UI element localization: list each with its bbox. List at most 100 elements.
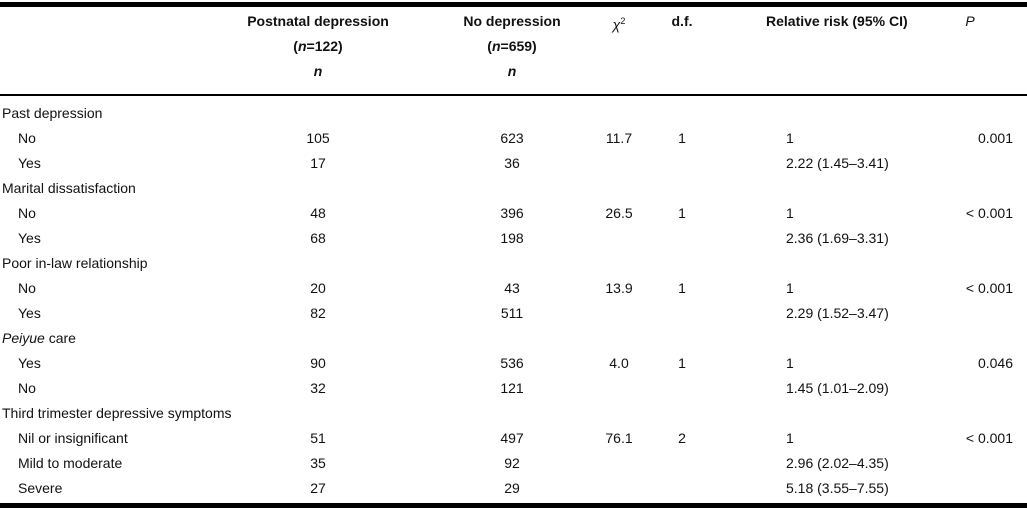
cell-relative-risk: 1 <box>786 130 794 146</box>
cell-postnatal-n: 82 <box>310 305 326 321</box>
cell-p: < 0.001 <box>965 205 1013 221</box>
table-row: Mild to moderate 35 92 2.96 (2.02–4.35) <box>0 451 1027 476</box>
cell-relative-risk: 1.45 (1.01–2.09) <box>786 380 889 396</box>
row-label: Mild to moderate <box>18 455 123 471</box>
row-label: Yes <box>18 230 41 246</box>
table-row: Yes 90 536 4.0 1 1 0.046 <box>0 351 1027 376</box>
row-label: Yes <box>18 355 41 371</box>
cell-relative-risk: 1 <box>786 430 794 446</box>
cell-postnatal-n: 17 <box>310 155 326 171</box>
header-chi-squared: χ2 <box>590 9 666 84</box>
cell-nodep-n: 198 <box>500 230 524 246</box>
cell-postnatal-n: 35 <box>310 455 326 471</box>
cell-df: 1 <box>678 280 686 296</box>
header-postnatal-depression: Postnatal depression (n=122) n <box>232 9 404 84</box>
category-label: Marital dissatisfaction <box>2 180 136 196</box>
row-label: Yes <box>18 155 41 171</box>
header-postnatal-n-label: n <box>313 63 323 79</box>
category-row: Marital dissatisfaction <box>0 176 1027 201</box>
cell-p: 0.001 <box>977 130 1013 146</box>
row-label: Severe <box>18 480 63 496</box>
cell-p <box>905 301 1027 326</box>
cell-df <box>666 301 726 326</box>
row-label: No <box>18 280 36 296</box>
cell-relative-risk: 2.29 (1.52–3.47) <box>786 305 889 321</box>
cell-chi2: 13.9 <box>605 280 633 296</box>
cell-df <box>666 451 726 476</box>
cell-df <box>666 226 726 251</box>
cell-p: < 0.001 <box>965 280 1013 296</box>
header-df: d.f. <box>671 13 693 29</box>
cell-df: 1 <box>678 355 686 371</box>
cell-chi2: 4.0 <box>609 355 629 371</box>
n-symbol: n <box>297 38 307 54</box>
row-label: Nil or insignificant <box>18 430 128 446</box>
row-label: No <box>18 130 36 146</box>
table-row: Yes 17 36 2.22 (1.45–3.41) <box>0 151 1027 176</box>
header-no-depression: No depression (n=659) n <box>404 9 590 84</box>
cell-df: 2 <box>678 430 686 446</box>
cell-nodep-n: 536 <box>500 355 524 371</box>
cell-relative-risk: 2.36 (1.69–3.31) <box>786 230 889 246</box>
cell-df <box>666 151 726 176</box>
cell-postnatal-n: 27 <box>310 480 326 496</box>
table-bottom-rule <box>0 503 1027 508</box>
chi-superscript: 2 <box>620 16 626 26</box>
cell-df <box>666 376 726 401</box>
row-label: No <box>18 205 36 221</box>
table-row: Yes 82 511 2.29 (1.52–3.47) <box>0 301 1027 326</box>
header-nodep-title: No depression <box>463 13 561 29</box>
header-postnatal-n-count: (n=122) <box>293 38 343 54</box>
table-row: No 32 121 1.45 (1.01–2.09) <box>0 376 1027 401</box>
cell-chi2: 26.5 <box>605 205 633 221</box>
header-p-value: P <box>965 13 975 29</box>
cell-chi2 <box>590 301 666 326</box>
category-label: Peiyue care <box>2 330 76 346</box>
cell-chi2: 76.1 <box>605 430 633 446</box>
cell-p: < 0.001 <box>965 430 1013 446</box>
cell-p <box>905 451 1027 476</box>
cell-relative-risk: 1 <box>786 280 794 296</box>
cell-relative-risk: 5.18 (3.55–7.55) <box>786 480 889 496</box>
table-row: No 105 623 11.7 1 1 0.001 <box>0 126 1027 151</box>
cell-nodep-n: 43 <box>504 280 520 296</box>
table-row: No 20 43 13.9 1 1 < 0.001 <box>0 276 1027 301</box>
category-label: Poor in-law relationship <box>2 255 148 271</box>
cell-relative-risk: 1 <box>786 355 794 371</box>
table-top-rule <box>0 2 1027 7</box>
table-body: Past depression No 105 623 11.7 1 1 0.001 Yes 17 3… <box>0 101 1027 501</box>
header-nodep-n-label: n <box>507 63 517 79</box>
cell-nodep-n: 29 <box>504 480 520 496</box>
cell-nodep-n: 511 <box>500 305 524 321</box>
cell-relative-risk: 2.96 (2.02–4.35) <box>786 455 889 471</box>
cell-chi2 <box>590 151 666 176</box>
cell-p <box>905 476 1027 501</box>
cell-nodep-n: 623 <box>500 130 524 146</box>
cell-p: 0.046 <box>977 355 1013 371</box>
cell-nodep-n: 497 <box>500 430 524 446</box>
cell-nodep-n: 121 <box>500 380 524 396</box>
cell-chi2 <box>590 376 666 401</box>
table-header: Postnatal depression (n=122) n No depres… <box>0 9 1027 84</box>
cell-chi2 <box>590 226 666 251</box>
cell-chi2 <box>590 476 666 501</box>
category-label: Past depression <box>2 105 103 121</box>
cell-nodep-n: 396 <box>500 205 524 221</box>
cell-relative-risk: 1 <box>786 205 794 221</box>
header-postnatal-title: Postnatal depression <box>247 13 389 29</box>
cell-nodep-n: 92 <box>504 455 520 471</box>
cell-p <box>905 151 1027 176</box>
cell-postnatal-n: 32 <box>310 380 326 396</box>
cell-p <box>905 226 1027 251</box>
cell-postnatal-n: 105 <box>306 130 330 146</box>
cell-postnatal-n: 51 <box>310 430 326 446</box>
cell-chi2: 11.7 <box>605 130 633 146</box>
cell-p <box>905 376 1027 401</box>
cell-postnatal-n: 68 <box>310 230 326 246</box>
chi-symbol: χ <box>612 16 621 33</box>
cell-df <box>666 476 726 501</box>
category-row: Third trimester depressive symptoms <box>0 401 1027 426</box>
cell-nodep-n: 36 <box>504 155 520 171</box>
row-label: Yes <box>18 305 41 321</box>
